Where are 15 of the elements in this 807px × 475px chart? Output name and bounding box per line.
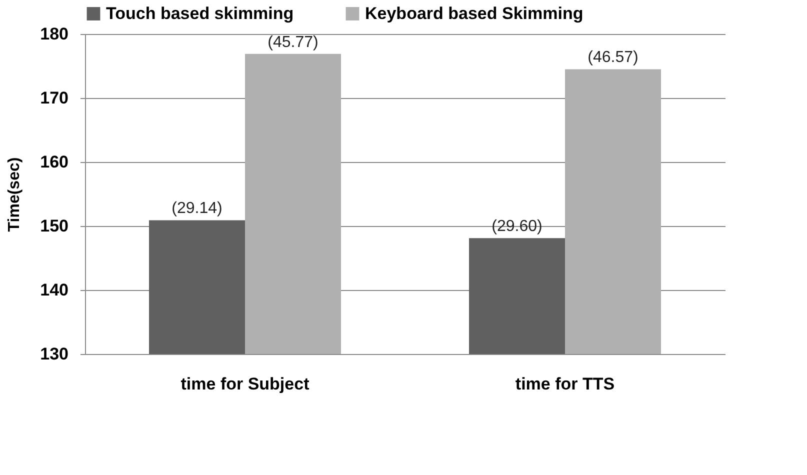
legend-label: Touch based skimming: [106, 4, 294, 23]
annotation: (29.60): [492, 218, 542, 236]
legend-label: Keyboard based Skimming: [365, 4, 584, 23]
x-tick-label: time for Subject: [180, 374, 310, 394]
annotation: (29.14): [172, 200, 222, 218]
y-tick-label: 140: [40, 280, 68, 300]
y-axis-title: Time(sec): [6, 157, 24, 232]
annotation: (46.57): [588, 49, 638, 66]
y-tick-label: 150: [40, 216, 68, 236]
x-tick-label: time for TTS: [515, 374, 615, 394]
y-tick-label: 170: [40, 88, 68, 108]
annotation: (45.77): [268, 34, 318, 51]
y-tick-label: 160: [40, 152, 68, 172]
y-tick-label: 180: [40, 24, 68, 44]
y-tick-label: 130: [40, 344, 68, 364]
